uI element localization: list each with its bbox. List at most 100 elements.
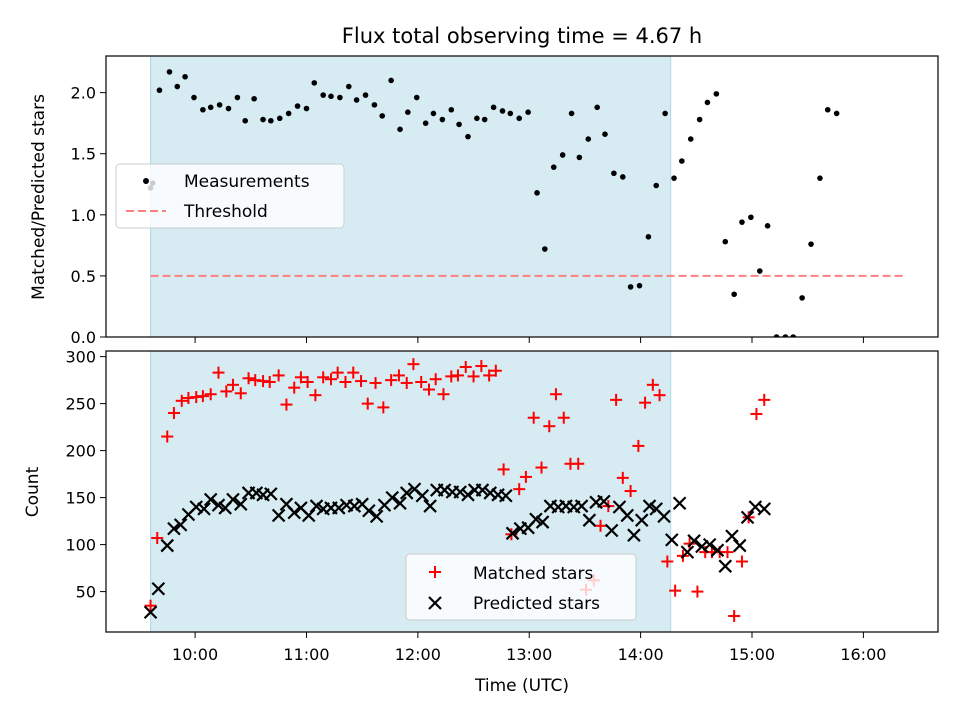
measurement-point bbox=[225, 105, 232, 112]
measurement-point bbox=[260, 116, 266, 123]
measurement-point bbox=[448, 106, 455, 113]
matched-star-point bbox=[475, 360, 488, 373]
y-tick-label: 300 bbox=[65, 348, 96, 367]
measurement-point bbox=[534, 190, 540, 196]
predicted-star-point bbox=[203, 492, 218, 507]
measurement-point bbox=[602, 131, 608, 137]
measurement-point bbox=[251, 95, 257, 102]
matched-star-point bbox=[242, 372, 255, 385]
predicted-star-point bbox=[535, 515, 550, 529]
y-tick-label: 250 bbox=[65, 395, 96, 414]
predicted-star-point bbox=[718, 559, 733, 573]
measurement-point bbox=[636, 282, 643, 289]
predicted-star-point bbox=[415, 488, 430, 503]
matched-star-point bbox=[489, 364, 502, 377]
predicted-star-point bbox=[665, 533, 679, 547]
measurement-point bbox=[439, 116, 446, 123]
x-tick-label: 11:00 bbox=[283, 645, 329, 664]
measurement-point bbox=[216, 102, 223, 108]
measurement-point bbox=[422, 120, 429, 126]
matched-star-point bbox=[263, 376, 276, 389]
measurement-point bbox=[268, 117, 274, 124]
measurement-point bbox=[465, 133, 471, 140]
matched-star-point bbox=[400, 376, 413, 389]
predicted-star-point bbox=[173, 518, 188, 532]
legend-matched-marker bbox=[429, 566, 441, 578]
measurement-point bbox=[456, 121, 462, 128]
matched-star-point bbox=[632, 439, 645, 452]
measurement-point bbox=[833, 110, 840, 117]
measurement-point bbox=[379, 113, 386, 119]
predicted-star-point bbox=[582, 513, 597, 527]
y-axis-label-count: Count bbox=[23, 466, 43, 517]
matched-star-point bbox=[557, 411, 570, 424]
predicted-star-point bbox=[672, 496, 687, 511]
measurement-point bbox=[481, 116, 488, 123]
predicted-star-point bbox=[399, 486, 414, 500]
matched-star-point bbox=[377, 401, 390, 414]
measurement-point bbox=[764, 223, 771, 229]
predicted-star-point bbox=[264, 487, 278, 501]
matched-star-point bbox=[610, 393, 623, 406]
measurement-point bbox=[808, 241, 814, 247]
y-tick-label: 200 bbox=[65, 442, 96, 461]
predicted-star-point bbox=[710, 543, 725, 558]
predicted-star-point bbox=[475, 483, 490, 497]
measurement-point bbox=[276, 115, 283, 122]
matched-star-point bbox=[624, 485, 637, 498]
predicted-star-point bbox=[620, 508, 635, 523]
predicted-star-point bbox=[393, 496, 407, 511]
predicted-star-point bbox=[233, 497, 248, 511]
measurement-point bbox=[234, 94, 241, 101]
predicted-star-point bbox=[143, 605, 158, 620]
y-tick-label: 1.5 bbox=[71, 145, 96, 164]
measurement-point bbox=[696, 116, 703, 123]
matched-star-point bbox=[750, 407, 763, 420]
measurement-point bbox=[207, 104, 214, 111]
legend-bottom-box bbox=[405, 553, 637, 621]
measurement-point bbox=[756, 268, 763, 274]
predicted-star-point bbox=[369, 509, 384, 524]
measurement-point bbox=[782, 334, 789, 337]
matched-star-point bbox=[220, 385, 233, 398]
panel-ratio: 0.00.51.01.52.0 Matched/Predicted stars … bbox=[29, 55, 939, 347]
matched-star-point bbox=[280, 398, 293, 411]
measurement-point bbox=[430, 110, 437, 117]
measurement-point bbox=[739, 219, 745, 225]
y-tick-label: 1.0 bbox=[71, 206, 96, 225]
x-tick-label: 14:00 bbox=[618, 645, 664, 664]
measurement-point bbox=[731, 291, 737, 298]
measurement-point bbox=[824, 106, 831, 113]
predicted-star-point bbox=[461, 488, 475, 502]
measurement-point bbox=[817, 175, 823, 181]
axes-frame-bottom bbox=[105, 350, 939, 633]
matched-star-point bbox=[361, 397, 374, 410]
predicted-star-point bbox=[197, 502, 211, 516]
measurement-point bbox=[679, 158, 685, 164]
matched-star-point bbox=[392, 369, 405, 382]
predicted-star-point bbox=[687, 534, 701, 548]
predicted-star-point bbox=[505, 526, 520, 541]
predicted-star-point bbox=[604, 523, 619, 538]
predicted-star-point bbox=[725, 529, 739, 543]
measurement-point bbox=[490, 104, 497, 111]
measurement-point bbox=[576, 154, 583, 161]
predicted-star-point bbox=[332, 501, 346, 515]
predicted-star-point bbox=[453, 485, 467, 499]
matched-star-point bbox=[549, 388, 562, 401]
measurement-point bbox=[156, 87, 163, 94]
measurement-point bbox=[662, 110, 668, 117]
y-axis-ticks-top: 0.0 0.5 1.0 1.5 2.0 bbox=[71, 84, 106, 347]
measurement-point bbox=[594, 104, 600, 111]
predicted-star-point bbox=[301, 508, 316, 523]
matched-star-point bbox=[339, 376, 352, 389]
legend-top-box bbox=[115, 163, 345, 229]
matched-star-point bbox=[683, 537, 696, 550]
matched-star-point bbox=[161, 430, 174, 443]
measurement-point bbox=[353, 97, 360, 103]
matched-star-point bbox=[234, 387, 247, 400]
matched-star-point bbox=[661, 555, 674, 568]
matched-star-point bbox=[639, 396, 652, 409]
measurement-point bbox=[516, 115, 523, 122]
measurement-point bbox=[294, 103, 301, 109]
